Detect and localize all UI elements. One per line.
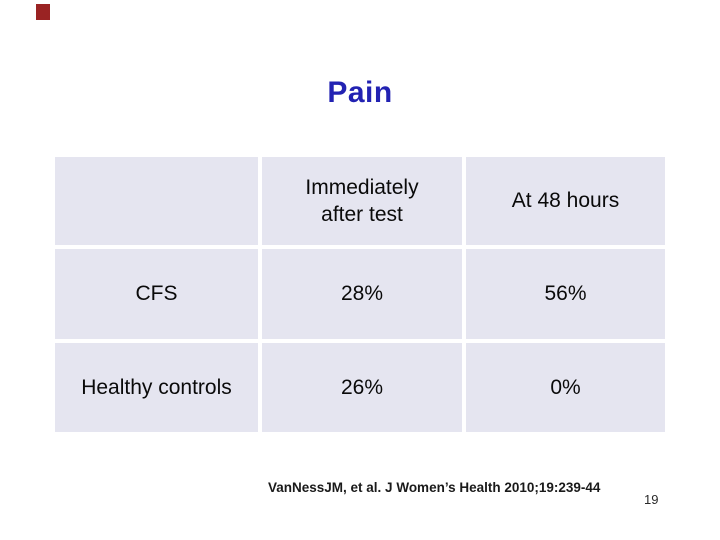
template-accent-mark [36, 4, 50, 20]
slide-title: Pain [327, 76, 393, 109]
table-header-immediately-after-test: Immediately after test [262, 157, 462, 245]
cell-cfs-immediately: 28% [262, 249, 462, 339]
cell-healthy-immediately: 26% [262, 343, 462, 432]
citation: VanNessJM, et al. J Women’s Health 2010;… [268, 480, 601, 495]
results-table: Immediately after test At 48 hours CFS 2… [55, 157, 665, 432]
cell-cfs-48-hours: 56% [466, 249, 665, 339]
table-header-at-48-hours: At 48 hours [466, 157, 665, 245]
page-number: 19 [644, 492, 659, 507]
cell-healthy-48-hours: 0% [466, 343, 665, 432]
table-header-empty [55, 157, 258, 245]
row-label-cfs: CFS [55, 249, 258, 339]
row-label-healthy-controls: Healthy controls [55, 343, 258, 432]
